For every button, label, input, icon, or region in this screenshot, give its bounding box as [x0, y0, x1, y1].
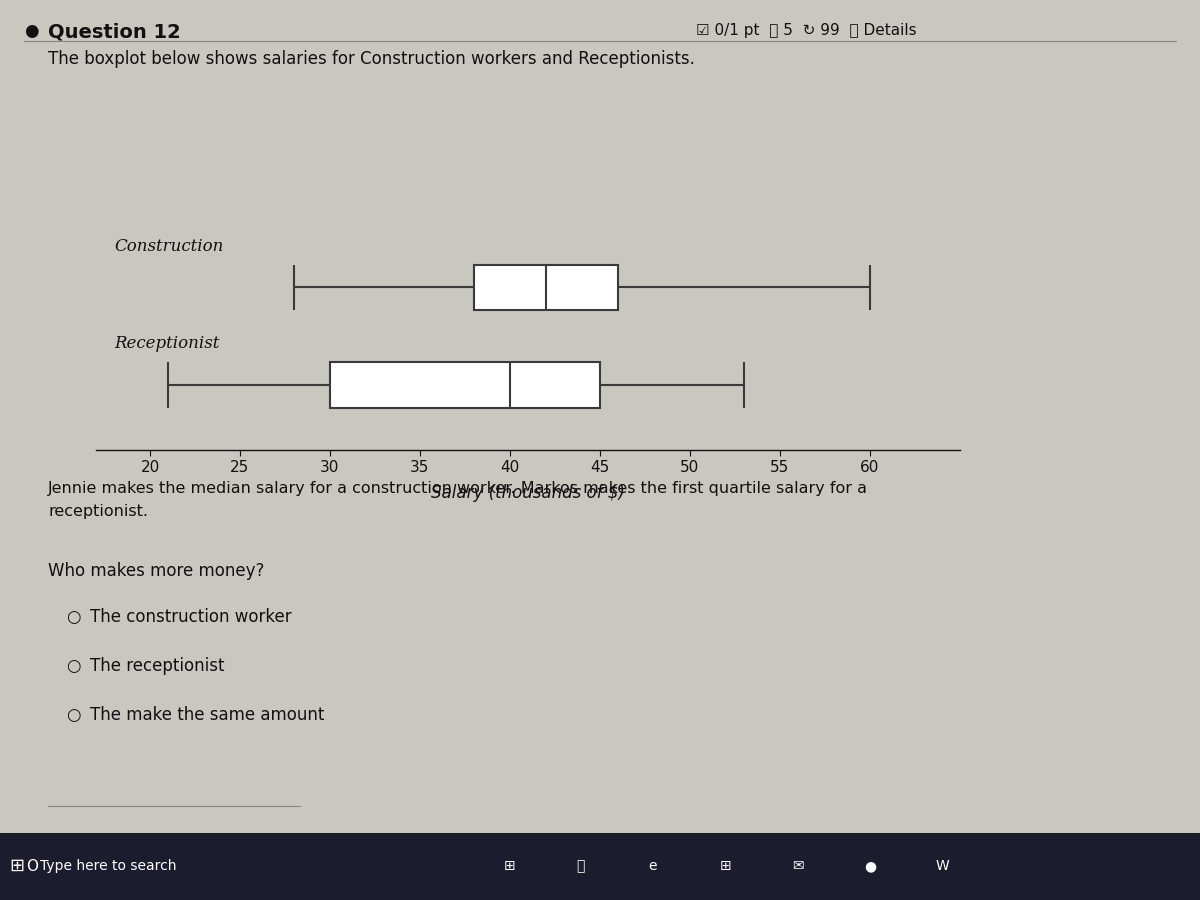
Text: ●: ● — [864, 860, 876, 873]
Text: Construction: Construction — [114, 238, 223, 255]
Text: ⊞: ⊞ — [504, 860, 516, 873]
Bar — [474, 265, 618, 310]
Text: e: e — [648, 860, 656, 873]
Text: Jennie makes the median salary for a construction worker. Markos makes the first: Jennie makes the median salary for a con… — [48, 482, 868, 518]
Text: ○: ○ — [66, 706, 80, 724]
Text: ○: ○ — [66, 608, 80, 625]
Text: Who makes more money?: Who makes more money? — [48, 562, 264, 580]
Text: W: W — [936, 860, 949, 873]
Text: ✉: ✉ — [792, 860, 804, 873]
Text: ⊞: ⊞ — [10, 857, 25, 875]
X-axis label: Salary (thousands of $): Salary (thousands of $) — [431, 484, 625, 502]
Text: The construction worker: The construction worker — [90, 608, 292, 625]
Text: O: O — [26, 859, 38, 874]
Text: The receptionist: The receptionist — [90, 657, 224, 675]
Text: ⊞: ⊞ — [720, 860, 732, 873]
Text: ☑ 0/1 pt  ⌛ 5  ↻ 99  ⓘ Details: ☑ 0/1 pt ⌛ 5 ↻ 99 ⓘ Details — [696, 22, 917, 38]
Text: ○: ○ — [66, 657, 80, 675]
Text: Question 12: Question 12 — [48, 22, 181, 41]
Text: ●: ● — [24, 22, 38, 40]
Text: The boxplot below shows salaries for Construction workers and Receptionists.: The boxplot below shows salaries for Con… — [48, 50, 695, 68]
Text: The make the same amount: The make the same amount — [90, 706, 324, 724]
Bar — [330, 362, 600, 408]
Text: 日: 日 — [576, 860, 584, 873]
Text: Receptionist: Receptionist — [114, 336, 220, 353]
Text: Type here to search: Type here to search — [40, 860, 176, 873]
